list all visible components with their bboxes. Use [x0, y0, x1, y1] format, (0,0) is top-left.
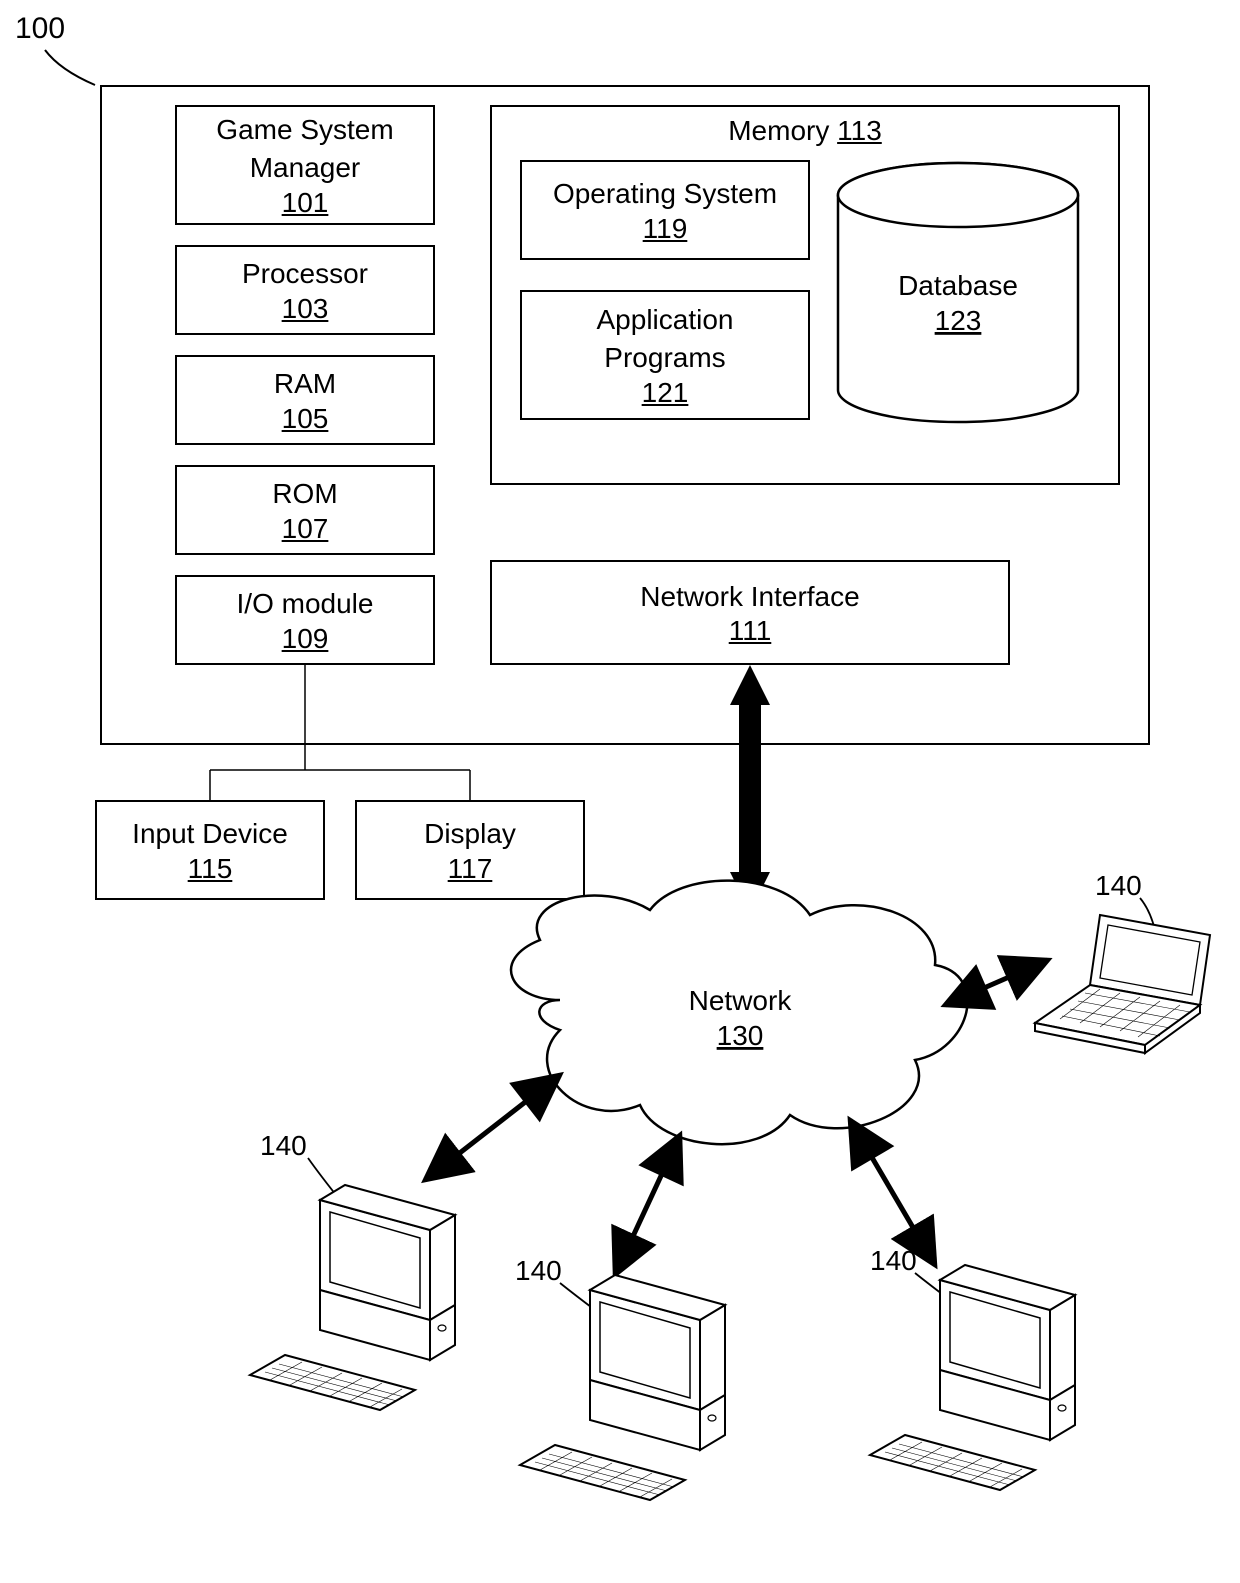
- game-system-manager-box: Game SystemManager 101: [175, 105, 435, 225]
- figure-number-label: 100: [15, 12, 65, 46]
- network-interface-label: Network Interface: [640, 578, 859, 616]
- pc1-ref-label: 140: [260, 1130, 307, 1162]
- application-programs-box: ApplicationPrograms 121: [520, 290, 810, 420]
- operating-system-box: Operating System 119: [520, 160, 810, 260]
- pc2-icon: [520, 1275, 725, 1500]
- processor-box: Processor 103: [175, 245, 435, 335]
- operating-system-label: Operating System: [553, 175, 777, 213]
- cloud-device-arrows: [425, 960, 1048, 1275]
- svg-text:130: 130: [717, 1020, 764, 1051]
- rom-ref: 107: [282, 513, 329, 545]
- io-module-ref: 109: [282, 623, 329, 655]
- rom-label: ROM: [272, 475, 337, 513]
- io-module-box: I/O module 109: [175, 575, 435, 665]
- laptop-icon: [1035, 915, 1210, 1053]
- network-interface-box: Network Interface 111: [490, 560, 1010, 665]
- ram-ref: 105: [282, 403, 329, 435]
- pc1-icon: [250, 1185, 455, 1410]
- ram-box: RAM 105: [175, 355, 435, 445]
- application-programs-label: ApplicationPrograms: [597, 301, 734, 377]
- pc3-ref-label: 140: [870, 1245, 917, 1277]
- pc2-ref-label: 140: [515, 1255, 562, 1287]
- network-cloud-icon: Network 130: [511, 881, 968, 1145]
- operating-system-ref: 119: [643, 213, 688, 245]
- display-ref: 117: [448, 853, 493, 885]
- diagram-canvas: 100 Game SystemManager 101 Processor 103…: [0, 0, 1240, 1583]
- processor-label: Processor: [242, 255, 368, 293]
- laptop-ref-label: 140: [1095, 870, 1142, 902]
- rom-box: ROM 107: [175, 465, 435, 555]
- application-programs-ref: 121: [642, 377, 689, 409]
- game-system-manager-label: Game SystemManager: [216, 111, 393, 187]
- input-device-box: Input Device 115: [95, 800, 325, 900]
- display-label: Display: [424, 815, 516, 853]
- game-system-manager-ref: 101: [282, 187, 329, 219]
- ram-label: RAM: [274, 365, 336, 403]
- io-module-label: I/O module: [237, 585, 374, 623]
- processor-ref: 103: [282, 293, 329, 325]
- display-box: Display 117: [355, 800, 585, 900]
- svg-text:Network: Network: [689, 985, 793, 1016]
- input-device-label: Input Device: [132, 815, 288, 853]
- input-device-ref: 115: [188, 853, 233, 885]
- device-lead-lines: [308, 898, 1155, 1310]
- memory-label: Memory 113: [728, 115, 882, 147]
- network-interface-ref: 111: [729, 615, 772, 647]
- pc3-icon: [870, 1265, 1075, 1490]
